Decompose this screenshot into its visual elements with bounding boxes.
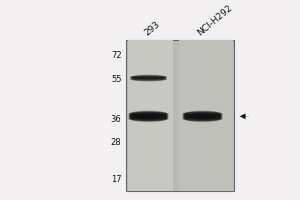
Ellipse shape <box>132 76 165 79</box>
Ellipse shape <box>184 112 221 116</box>
Ellipse shape <box>129 115 168 118</box>
Text: 28: 28 <box>111 138 122 147</box>
Ellipse shape <box>131 116 166 121</box>
Ellipse shape <box>129 113 168 116</box>
Ellipse shape <box>184 112 221 116</box>
Ellipse shape <box>132 77 165 80</box>
Ellipse shape <box>130 112 167 116</box>
Ellipse shape <box>185 115 220 122</box>
Ellipse shape <box>183 113 222 116</box>
Ellipse shape <box>185 113 220 120</box>
Ellipse shape <box>131 115 166 122</box>
Ellipse shape <box>130 112 167 116</box>
Ellipse shape <box>184 114 221 118</box>
Ellipse shape <box>185 113 220 119</box>
Ellipse shape <box>132 77 165 81</box>
Text: 17: 17 <box>111 175 122 184</box>
Ellipse shape <box>131 113 166 119</box>
Ellipse shape <box>130 114 167 119</box>
Bar <box>178 40 232 191</box>
Ellipse shape <box>183 117 222 120</box>
Ellipse shape <box>183 115 222 118</box>
Ellipse shape <box>129 117 168 120</box>
Ellipse shape <box>184 116 221 121</box>
Ellipse shape <box>184 114 221 119</box>
Ellipse shape <box>133 75 164 79</box>
Ellipse shape <box>131 111 166 117</box>
Text: 36: 36 <box>111 115 122 124</box>
Ellipse shape <box>133 77 164 81</box>
Ellipse shape <box>131 76 166 79</box>
Text: NCI-H292: NCI-H292 <box>196 3 234 37</box>
Ellipse shape <box>130 117 167 120</box>
Ellipse shape <box>131 111 166 117</box>
Bar <box>128 40 172 191</box>
Bar <box>126 40 234 191</box>
Ellipse shape <box>131 113 166 120</box>
Ellipse shape <box>185 111 220 117</box>
Ellipse shape <box>130 76 166 78</box>
Text: 72: 72 <box>111 51 122 60</box>
Ellipse shape <box>185 111 220 117</box>
Ellipse shape <box>184 117 221 120</box>
Ellipse shape <box>132 76 165 79</box>
Ellipse shape <box>130 114 167 118</box>
Ellipse shape <box>130 78 166 80</box>
Ellipse shape <box>185 116 220 121</box>
Text: 293: 293 <box>143 19 162 37</box>
Ellipse shape <box>131 78 166 80</box>
Text: 55: 55 <box>111 75 122 84</box>
Ellipse shape <box>130 116 167 121</box>
